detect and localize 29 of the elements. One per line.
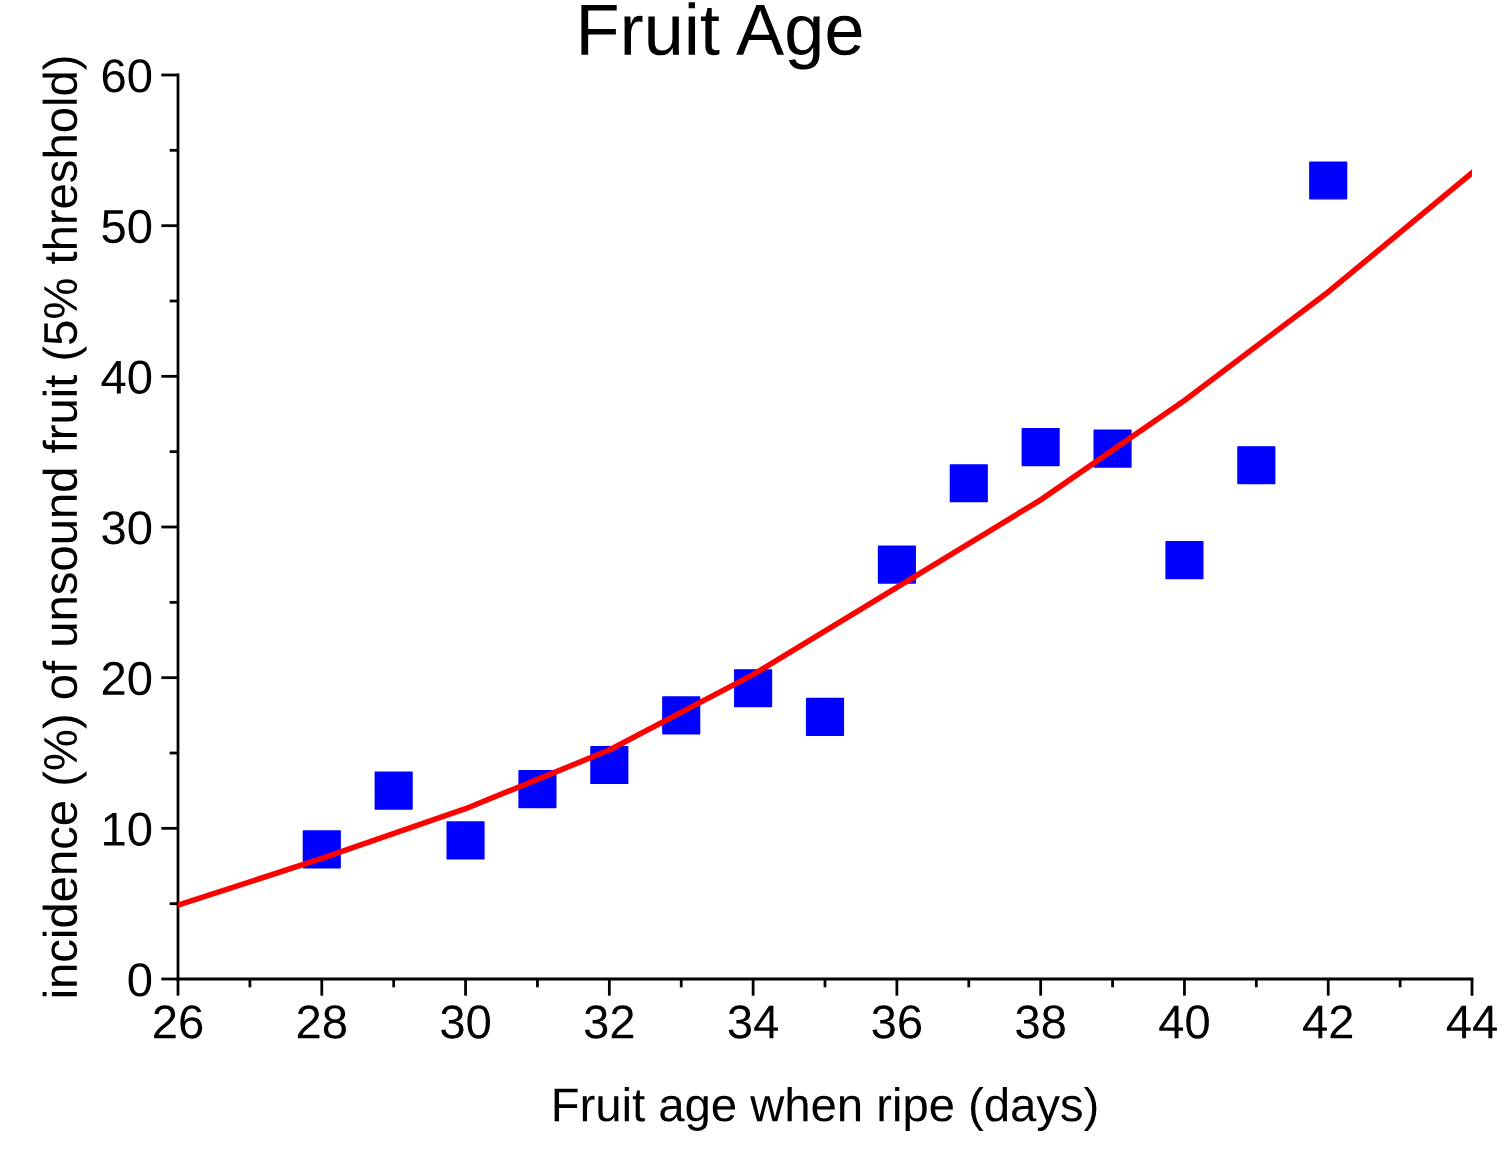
point bbox=[877, 545, 916, 584]
x-tick-label: 36 bbox=[872, 1005, 922, 1039]
x-tick-label: 32 bbox=[584, 1005, 634, 1039]
y-tick-label: 50 bbox=[102, 209, 152, 244]
y-tick-label: 60 bbox=[102, 59, 152, 93]
y-axis-title: incidence (%) of unsound fruit (5% threshold) bbox=[42, 57, 87, 997]
x-tick-label: 40 bbox=[1159, 1005, 1209, 1039]
point bbox=[1309, 161, 1348, 200]
x-tick-label: 26 bbox=[154, 1005, 203, 1039]
point bbox=[1165, 541, 1204, 580]
y-tick-label: 20 bbox=[102, 661, 152, 696]
x-tick-label: 44 bbox=[1446, 1005, 1497, 1039]
x-tick-label: 38 bbox=[1016, 1005, 1065, 1039]
point bbox=[374, 771, 413, 810]
x-tick-label: 34 bbox=[728, 1005, 778, 1039]
x-tick-label: 42 bbox=[1303, 1005, 1353, 1039]
point bbox=[446, 821, 485, 860]
point bbox=[949, 464, 988, 503]
y-tick-label: 10 bbox=[104, 812, 152, 846]
x-axis-title: Fruit age when ripe (days) bbox=[554, 1086, 1097, 1131]
x-tick-label: 28 bbox=[297, 1005, 346, 1039]
y-tick-label: 30 bbox=[102, 511, 152, 545]
y-tick-label: 40 bbox=[101, 360, 152, 394]
x-tick-label: 30 bbox=[441, 1005, 490, 1039]
y-tick-label: 0 bbox=[128, 963, 152, 997]
chart-title: Fruit Age bbox=[581, 2, 862, 70]
point bbox=[1021, 428, 1060, 467]
point bbox=[805, 697, 845, 736]
point bbox=[1237, 446, 1276, 485]
